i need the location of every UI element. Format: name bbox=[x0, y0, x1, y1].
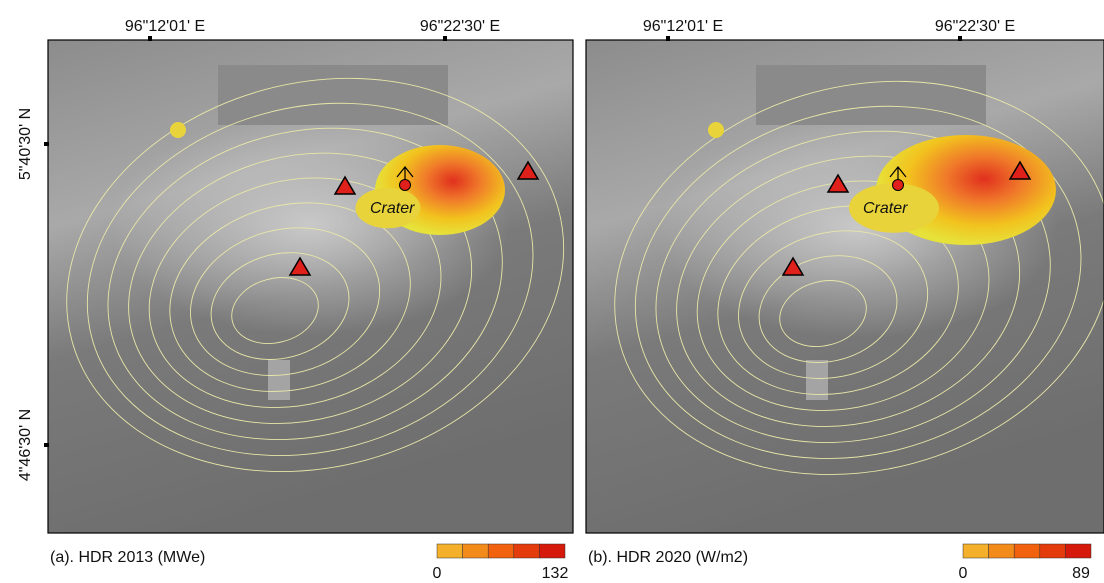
crater-label: Crater bbox=[863, 200, 908, 217]
colorbar-segment bbox=[463, 544, 489, 558]
longitude-label: 96"12'01' E bbox=[643, 18, 723, 35]
crater-marker bbox=[893, 180, 904, 191]
tick bbox=[44, 443, 49, 447]
plateau bbox=[218, 65, 448, 125]
longitude-label: 96"22'30' E bbox=[420, 18, 500, 35]
crater-marker bbox=[400, 180, 411, 191]
plateau bbox=[756, 65, 986, 125]
longitude-label: 96"22'30' E bbox=[935, 18, 1015, 35]
colorbar-segment bbox=[963, 544, 989, 558]
tick bbox=[148, 36, 152, 41]
colorbar-max: 89 bbox=[1072, 565, 1090, 582]
tick bbox=[44, 142, 49, 146]
colorbar-min: 0 bbox=[433, 565, 442, 582]
colorbar-segment bbox=[539, 544, 565, 558]
tick bbox=[958, 36, 962, 41]
patch bbox=[268, 360, 290, 400]
colorbar-segment bbox=[488, 544, 514, 558]
latitude-label: 4"46'30' N bbox=[17, 409, 34, 481]
crater-label: Crater bbox=[370, 200, 415, 217]
heat-spot bbox=[708, 122, 724, 138]
tick bbox=[443, 36, 447, 41]
colorbar-segment bbox=[1040, 544, 1066, 558]
map-content: Crater bbox=[570, 27, 1104, 533]
map-content: Crater bbox=[22, 24, 608, 533]
colorbar-segment bbox=[1065, 544, 1091, 558]
colorbar-segment bbox=[514, 544, 540, 558]
heat-spot bbox=[170, 122, 186, 138]
caption: (b). HDR 2020 (W/m2) bbox=[588, 549, 748, 566]
longitude-label: 96"12'01' E bbox=[125, 18, 205, 35]
map-panel: Crater 96"12'01' E 96"22'30' E 5"40'30' N 4"… bbox=[17, 18, 608, 533]
latitude-label: 5"40'30' N bbox=[17, 108, 34, 180]
colorbar-segment bbox=[437, 544, 463, 558]
colorbar-max: 132 bbox=[542, 565, 569, 582]
tick bbox=[666, 36, 670, 41]
caption: (a). HDR 2013 (MWe) bbox=[50, 549, 205, 566]
figure: Crater 96"12'01' E 96"22'30' E 5"40'30' N 4"… bbox=[0, 0, 1104, 583]
colorbar-segment bbox=[989, 544, 1015, 558]
colorbar-min: 0 bbox=[959, 565, 968, 582]
colorbar-segment bbox=[1014, 544, 1040, 558]
map-panel: Crater 96"12'01' E 96"22'30' E bbox=[570, 18, 1104, 533]
